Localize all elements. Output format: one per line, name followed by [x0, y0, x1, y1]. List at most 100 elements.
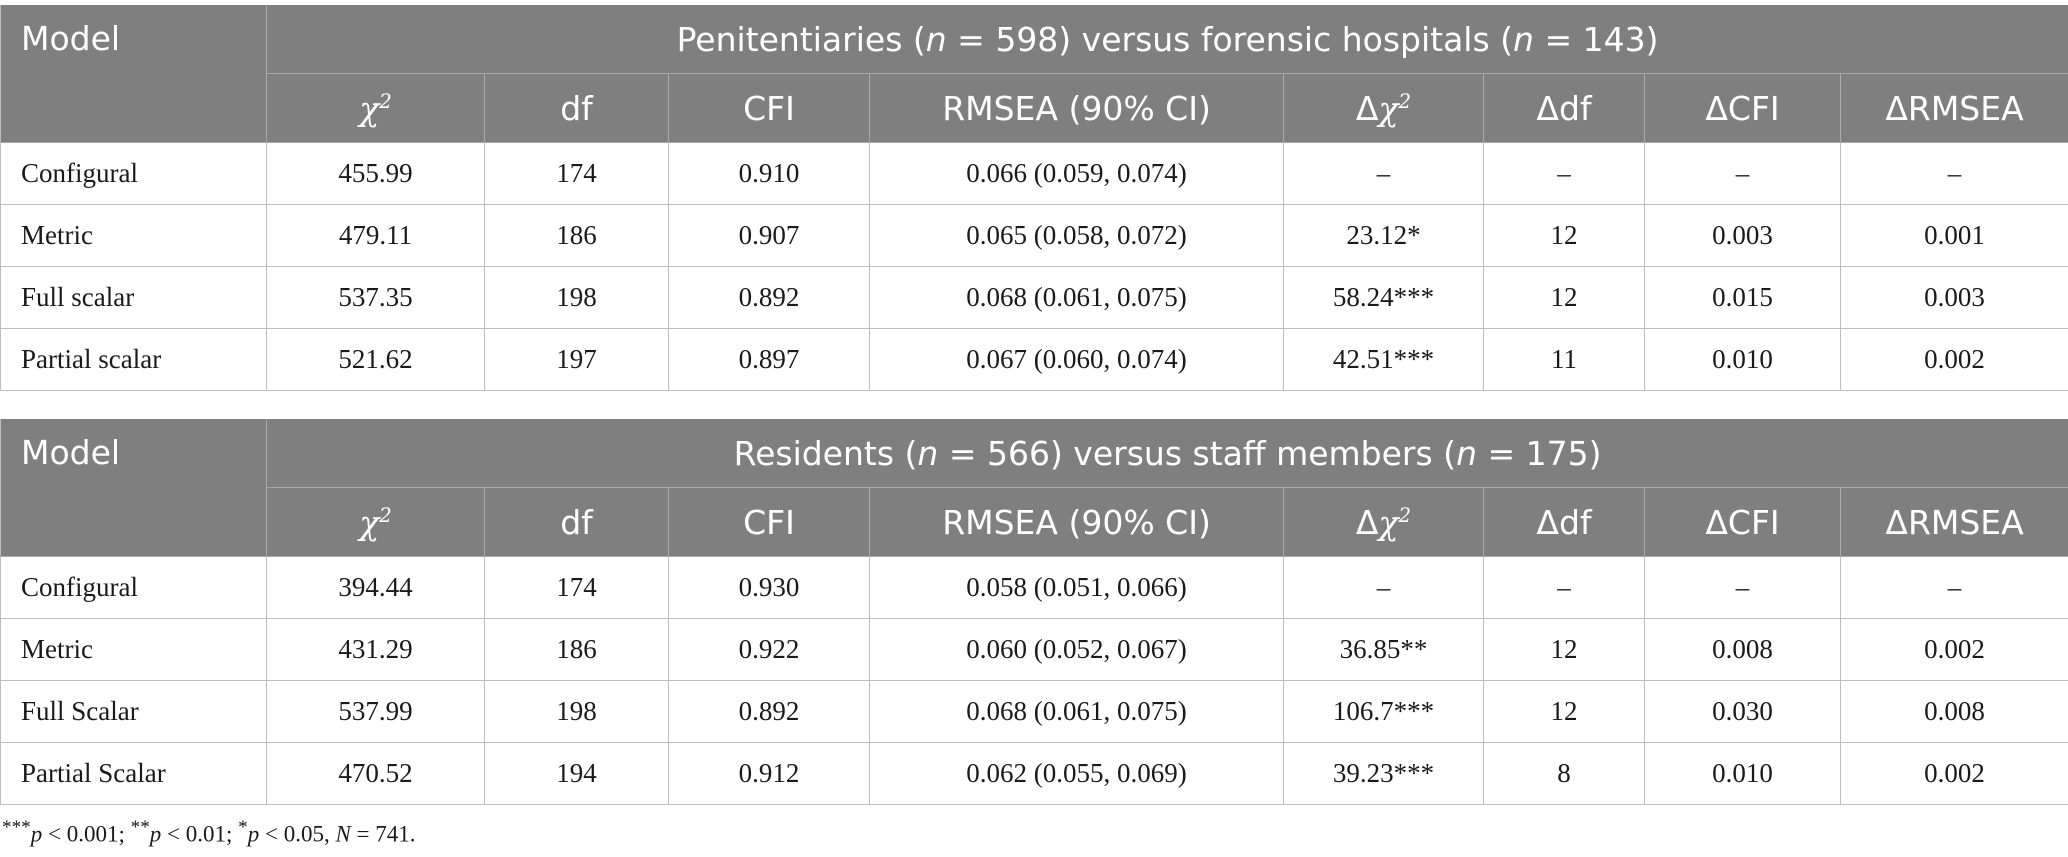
cfi-cell: 0.930	[668, 556, 870, 619]
rmsea-column-header: RMSEA (90% CI)	[869, 73, 1284, 143]
delta-chi-square-cell: 39.23***	[1283, 742, 1484, 805]
delta-df-cell: 12	[1483, 618, 1645, 681]
delta-df-column-header: Δdf	[1483, 73, 1645, 143]
cfi-cell: 0.922	[668, 618, 870, 681]
rmsea-cell: 0.062 (0.055, 0.069)	[869, 742, 1284, 805]
delta-df-cell: 11	[1483, 328, 1645, 391]
cfi-cell: 0.910	[668, 142, 870, 205]
table-row: Full Scalar 537.99 198 0.892 0.068 (0.06…	[0, 680, 2068, 743]
cfi-column-header: CFI	[668, 487, 870, 557]
df-cell: 186	[484, 618, 669, 681]
df-cell: 174	[484, 142, 669, 205]
rmsea-cell: 0.068 (0.061, 0.075)	[869, 680, 1284, 743]
chi-square-cell: 394.44	[266, 556, 485, 619]
delta-cfi-cell: –	[1644, 556, 1841, 619]
table-row: Metric 479.11 186 0.907 0.065 (0.058, 0.…	[0, 204, 2068, 267]
rmsea-cell: 0.067 (0.060, 0.074)	[869, 328, 1284, 391]
delta-cfi-cell: –	[1644, 142, 1841, 205]
chi-square-cell: 479.11	[266, 204, 485, 267]
table-row: Metric 431.29 186 0.922 0.060 (0.052, 0.…	[0, 618, 2068, 681]
delta-rmsea-cell: 0.002	[1840, 742, 2068, 805]
delta-df-cell: –	[1483, 556, 1645, 619]
delta-df-cell: 12	[1483, 680, 1645, 743]
chi-square-cell: 521.62	[266, 328, 485, 391]
df-cell: 186	[484, 204, 669, 267]
delta-df-cell: 12	[1483, 266, 1645, 329]
delta-rmsea-cell: –	[1840, 556, 2068, 619]
table-row: Full scalar 537.35 198 0.892 0.068 (0.06…	[0, 266, 2068, 329]
delta-cfi-cell: 0.015	[1644, 266, 1841, 329]
invariance-table-2: Model Residents (n = 566) versus staff m…	[0, 419, 2068, 805]
model-column-header: Model	[0, 419, 267, 557]
cfi-cell: 0.907	[668, 204, 870, 267]
chi-square-cell: 537.35	[266, 266, 485, 329]
model-name-cell: Full Scalar	[0, 680, 267, 743]
group-comparison-header: Residents (n = 566) versus staff members…	[266, 419, 2068, 488]
table-row: Configural 394.44 174 0.930 0.058 (0.051…	[0, 556, 2068, 619]
delta-df-cell: 8	[1483, 742, 1645, 805]
df-column-header: df	[484, 73, 669, 143]
chi-square-cell: 537.99	[266, 680, 485, 743]
delta-df-cell: –	[1483, 142, 1645, 205]
model-name-cell: Partial Scalar	[0, 742, 267, 805]
delta-df-cell: 12	[1483, 204, 1645, 267]
chi-square-column-header: χ2	[266, 73, 485, 143]
cfi-cell: 0.892	[668, 266, 870, 329]
delta-cfi-cell: 0.030	[1644, 680, 1841, 743]
delta-rmsea-cell: 0.002	[1840, 328, 2068, 391]
delta-rmsea-column-header: ΔRMSEA	[1840, 487, 2068, 557]
delta-cfi-column-header: ΔCFI	[1644, 487, 1841, 557]
df-cell: 198	[484, 266, 669, 329]
chi-square-column-header: χ2	[266, 487, 485, 557]
rmsea-cell: 0.068 (0.061, 0.075)	[869, 266, 1284, 329]
table-row: Configural 455.99 174 0.910 0.066 (0.059…	[0, 142, 2068, 205]
model-column-header: Model	[0, 5, 267, 143]
delta-chi-square-cell: –	[1283, 142, 1484, 205]
delta-rmsea-cell: 0.003	[1840, 266, 2068, 329]
rmsea-cell: 0.060 (0.052, 0.067)	[869, 618, 1284, 681]
delta-chi-square-column-header: Δχ2	[1283, 73, 1484, 143]
model-name-cell: Metric	[0, 618, 267, 681]
delta-chi-square-cell: 58.24***	[1283, 266, 1484, 329]
delta-chi-square-cell: 23.12*	[1283, 204, 1484, 267]
invariance-table-1: Model Penitentiaries (n = 598) versus fo…	[0, 5, 2068, 391]
cfi-column-header: CFI	[668, 73, 870, 143]
delta-rmsea-cell: 0.008	[1840, 680, 2068, 743]
df-cell: 197	[484, 328, 669, 391]
delta-chi-square-cell: –	[1283, 556, 1484, 619]
cfi-cell: 0.897	[668, 328, 870, 391]
rmsea-column-header: RMSEA (90% CI)	[869, 487, 1284, 557]
table-row: Partial Scalar 470.52 194 0.912 0.062 (0…	[0, 742, 2068, 805]
model-name-cell: Partial scalar	[0, 328, 267, 391]
delta-rmsea-cell: 0.001	[1840, 204, 2068, 267]
cfi-cell: 0.912	[668, 742, 870, 805]
df-cell: 174	[484, 556, 669, 619]
rmsea-cell: 0.058 (0.051, 0.066)	[869, 556, 1284, 619]
table-footnote: ***p < 0.001; **p < 0.01; *p < 0.05, N =…	[2, 817, 416, 847]
delta-rmsea-column-header: ΔRMSEA	[1840, 73, 2068, 143]
delta-rmsea-cell: –	[1840, 142, 2068, 205]
cfi-cell: 0.892	[668, 680, 870, 743]
delta-cfi-cell: 0.010	[1644, 742, 1841, 805]
rmsea-cell: 0.066 (0.059, 0.074)	[869, 142, 1284, 205]
df-cell: 194	[484, 742, 669, 805]
table-row: Partial scalar 521.62 197 0.897 0.067 (0…	[0, 328, 2068, 391]
delta-cfi-cell: 0.003	[1644, 204, 1841, 267]
delta-df-column-header: Δdf	[1483, 487, 1645, 557]
df-column-header: df	[484, 487, 669, 557]
chi-square-cell: 455.99	[266, 142, 485, 205]
delta-cfi-column-header: ΔCFI	[1644, 73, 1841, 143]
delta-rmsea-cell: 0.002	[1840, 618, 2068, 681]
df-cell: 198	[484, 680, 669, 743]
delta-chi-square-cell: 42.51***	[1283, 328, 1484, 391]
model-name-cell: Configural	[0, 142, 267, 205]
model-name-cell: Metric	[0, 204, 267, 267]
delta-chi-square-cell: 106.7***	[1283, 680, 1484, 743]
model-name-cell: Full scalar	[0, 266, 267, 329]
delta-chi-square-column-header: Δχ2	[1283, 487, 1484, 557]
group-comparison-header: Penitentiaries (n = 598) versus forensic…	[266, 5, 2068, 74]
delta-chi-square-cell: 36.85**	[1283, 618, 1484, 681]
model-name-cell: Configural	[0, 556, 267, 619]
chi-square-cell: 431.29	[266, 618, 485, 681]
rmsea-cell: 0.065 (0.058, 0.072)	[869, 204, 1284, 267]
